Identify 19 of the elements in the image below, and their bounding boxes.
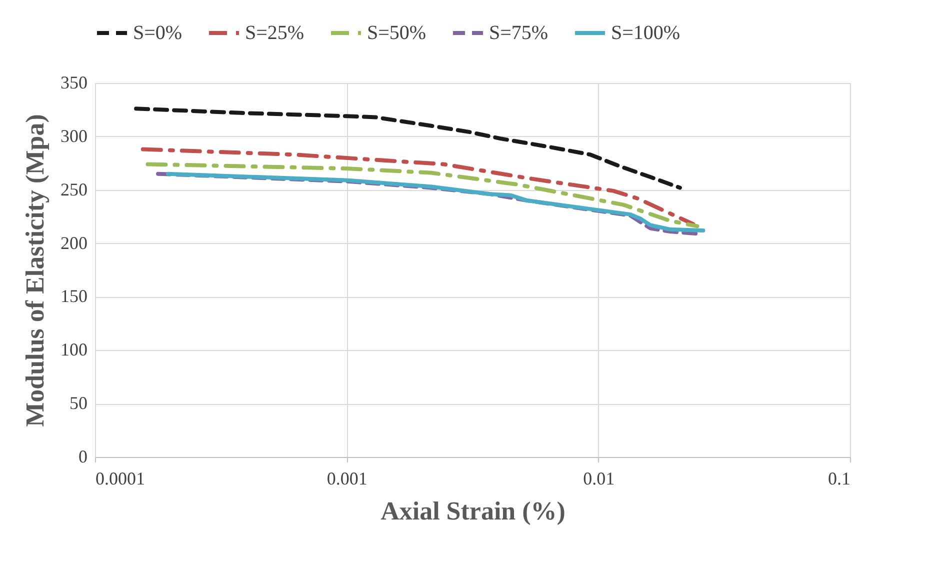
y-tick-label: 150 (60, 286, 88, 306)
y-tick-label: 100 (60, 340, 88, 360)
y-tick-label: 200 (60, 232, 88, 253)
legend-label: S=0% (133, 22, 182, 44)
x-tick-label: 0.001 (326, 468, 368, 488)
x-tick-label: 0.1 (828, 468, 850, 488)
legend-label: S=100% (611, 22, 680, 44)
x-tick-label: 0.01 (583, 468, 615, 488)
x-axis-title: Axial Strain (%) (380, 496, 566, 526)
legend-label: S=75% (489, 22, 548, 44)
y-tick-label: 300 (60, 126, 88, 146)
y-tick-label: 0 (78, 446, 88, 466)
legend-label: S=25% (245, 22, 304, 44)
legend-label: S=50% (367, 22, 426, 44)
x-tick-label: 0.0001 (96, 468, 145, 488)
y-tick-label: 350 (60, 72, 88, 92)
y-tick-label: 250 (60, 179, 88, 200)
y-tick-label: 50 (70, 393, 88, 414)
y-axis-title: Modulus of Elasticity (Mpa) (20, 114, 50, 427)
